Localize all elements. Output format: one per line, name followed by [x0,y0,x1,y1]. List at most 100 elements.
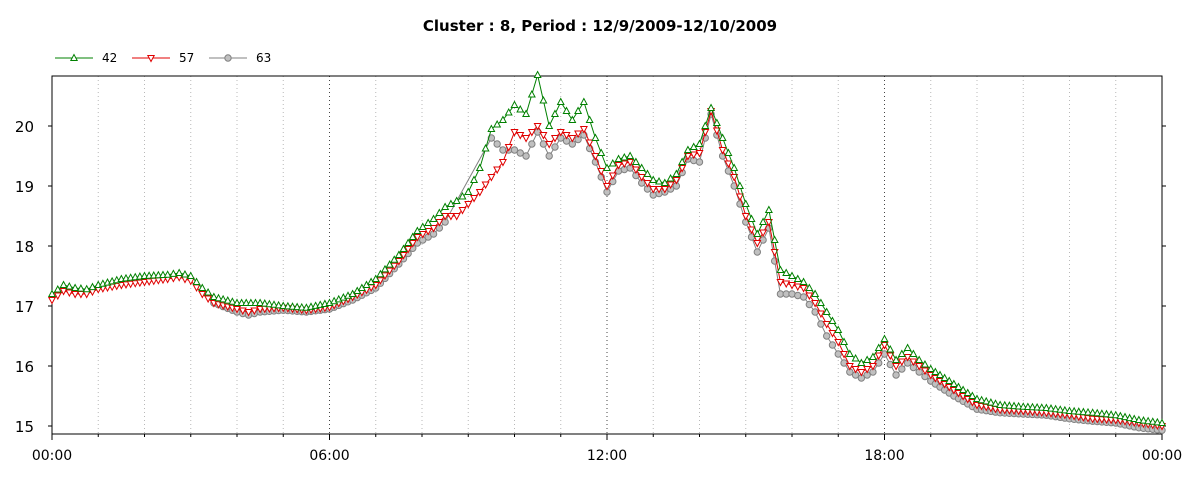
data-point [1111,410,1120,419]
data-point [82,284,91,293]
data-point [1116,411,1125,420]
data-point [1139,416,1148,424]
data-point [805,292,814,301]
data-point [493,166,502,175]
data-point [660,186,669,194]
data-point [897,349,906,357]
data-point [614,162,623,170]
data-point [986,398,995,406]
data-point [620,152,629,161]
data-point [551,143,559,151]
data-point [186,271,195,279]
data-point [1144,416,1153,425]
data-point [1125,413,1134,422]
data-point [279,301,288,309]
data-point [1130,414,1139,423]
data-point [493,119,502,128]
data-point [817,320,825,328]
data-point [498,115,507,123]
data-point [857,369,866,377]
data-point [672,177,681,185]
data-point [724,160,733,169]
data-point [602,163,612,171]
data-point [198,283,207,291]
data-point [408,240,417,248]
data-point [805,300,814,309]
data-point [689,151,698,160]
data-point [452,196,461,204]
data-point [834,339,843,347]
data-point [654,176,664,185]
data-point [446,213,455,221]
data-point [920,367,930,376]
x-tick-label: 06:00 [309,448,349,464]
data-point [747,226,756,235]
data-point [469,175,479,183]
chart-title: Cluster : 8, Period : 12/9/2009-12/10/20… [423,17,777,35]
data-point [931,367,940,375]
series-layer [47,70,1167,434]
data-point [568,135,577,143]
data-point [782,280,791,289]
data-point [88,282,97,291]
data-point [712,118,721,126]
data-point [741,213,750,221]
legend-label: 57 [179,51,194,65]
data-point [244,309,253,317]
data-point [435,208,444,216]
data-point [1065,406,1074,414]
x-tick-label: 18:00 [864,448,904,464]
data-point [47,297,57,305]
axes: 00:00 06:00 12:00 18:00 00:00 15 16 17 18 19 20 [15,118,1182,464]
data-point [452,213,461,221]
data-point [996,400,1005,408]
data-point [265,299,274,308]
data-point [498,159,507,167]
data-point [516,132,525,140]
data-point [631,157,640,165]
legend-item-42: 42 [55,51,117,65]
data-point [283,301,292,310]
data-point [880,334,889,342]
data-point [730,174,739,182]
data-point [446,199,455,207]
data-point [857,358,866,366]
data-point [260,299,269,307]
data-point [897,358,906,367]
data-point [920,359,930,368]
data-point [845,349,854,357]
data-point [418,231,427,239]
data-point [112,282,121,291]
data-point [219,294,228,303]
data-point [380,264,390,273]
data-point [413,234,422,242]
data-point [510,146,519,154]
data-point [828,316,837,324]
data-point [759,229,768,238]
data-point [764,205,773,213]
data-point [516,104,525,113]
data-point [1051,404,1060,413]
data-point [614,154,623,162]
data-point [533,123,542,131]
data-point [695,139,704,147]
data-point [649,186,658,194]
data-point [834,325,843,333]
data-point [117,282,126,290]
data-point [424,218,433,226]
data-point [135,279,144,288]
data-point [441,202,450,210]
data-point [874,343,883,351]
data-point [237,298,246,306]
y-tick-label: 19 [15,178,34,196]
x-tick-label: 00:00 [1142,448,1182,464]
data-point [533,70,542,78]
data-point [256,306,265,314]
data-point [782,268,791,276]
data-point [539,140,548,148]
data-point [1037,403,1046,411]
data-point [385,260,394,268]
data-point [522,109,531,117]
data-point [851,353,860,362]
data-point [903,354,912,362]
